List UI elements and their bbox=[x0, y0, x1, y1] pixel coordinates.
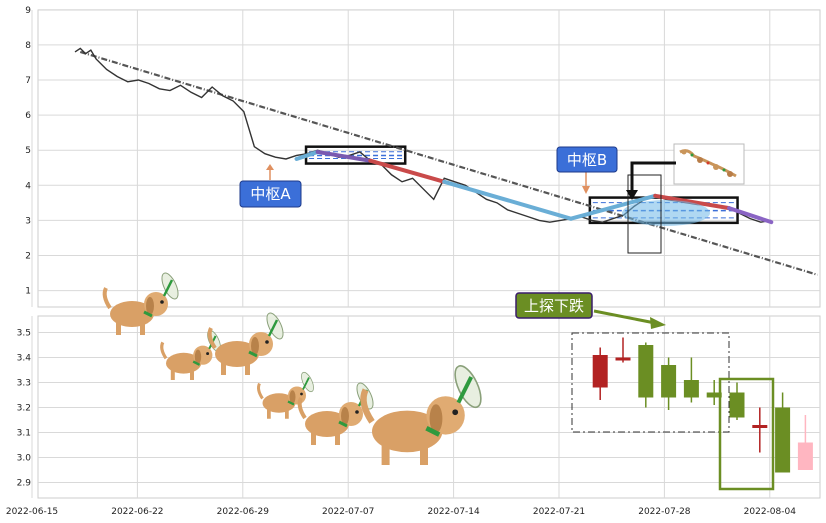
stroke-segment bbox=[294, 149, 320, 161]
xtick-label: 2022-07-21 bbox=[533, 507, 585, 517]
dog-picture bbox=[360, 365, 482, 465]
stroke-segment bbox=[653, 193, 732, 211]
highlight-ellipse bbox=[622, 200, 710, 226]
candle-body bbox=[615, 357, 631, 361]
thumbnail-arrowhead bbox=[626, 190, 638, 200]
pattern-label: 上探下跌 bbox=[524, 297, 584, 315]
thumbnail-picture bbox=[679, 149, 737, 178]
candle-body bbox=[661, 365, 677, 398]
label-b-box bbox=[556, 146, 618, 173]
candle-body bbox=[775, 407, 791, 473]
stroke-segment bbox=[368, 158, 447, 184]
bottom-ytick-label: 3.1 bbox=[17, 429, 31, 439]
bottom-y-axis: 2.9 3.0 3.1 3.2 3.3 3.4 3.5 bbox=[17, 329, 32, 489]
x-axis: 2022-06-15 2022-06-22 2022-06-29 2022-07-07… bbox=[6, 507, 796, 517]
top-ytick-label: 3 bbox=[25, 216, 31, 226]
candle-body bbox=[683, 380, 699, 398]
stroke-segment bbox=[315, 149, 373, 163]
bottom-ytick-label: 2.9 bbox=[17, 479, 32, 489]
bottom-ytick-label: 3.2 bbox=[17, 404, 31, 414]
thumbnail-arrow bbox=[630, 161, 676, 192]
bottom-ytick-label: 3.3 bbox=[17, 379, 31, 389]
candle-body bbox=[752, 425, 768, 428]
top-ytick-label: 1 bbox=[25, 287, 31, 297]
top-y-axis: 1 2 3 4 5 6 7 8 9 bbox=[25, 6, 31, 297]
dog-picture bbox=[207, 312, 284, 375]
dog-pictures bbox=[102, 272, 482, 465]
candle-body bbox=[729, 392, 745, 418]
dog-picture bbox=[102, 272, 179, 335]
stroke-segment bbox=[568, 193, 658, 221]
top-ytick-label: 9 bbox=[25, 6, 31, 16]
top-ytick-label: 8 bbox=[25, 41, 31, 51]
pattern-arrowhead bbox=[650, 317, 666, 329]
xtick-label: 2022-07-07 bbox=[322, 507, 374, 517]
stroke-segment bbox=[727, 206, 774, 225]
pattern-dashdot-box bbox=[571, 332, 730, 433]
candle-body bbox=[592, 355, 608, 388]
stroke-segment bbox=[442, 179, 573, 221]
label-zhongshu-a: 中枢A bbox=[250, 185, 291, 203]
label-zhongshu-b: 中枢B bbox=[567, 151, 607, 169]
top-ytick-label: 7 bbox=[25, 76, 31, 86]
candle-body bbox=[638, 345, 654, 398]
focus-rect bbox=[627, 174, 662, 254]
label-a-box bbox=[239, 180, 302, 208]
candlesticks bbox=[592, 337, 813, 473]
candle-body bbox=[797, 442, 813, 470]
pattern-highlight-box bbox=[718, 377, 775, 491]
top-ytick-label: 5 bbox=[25, 146, 31, 156]
label-a-pointer-head bbox=[266, 164, 274, 170]
xtick-label: 2022-06-29 bbox=[217, 507, 270, 517]
xtick-label: 2022-06-15 bbox=[6, 507, 58, 517]
xtick-label: 2022-07-14 bbox=[427, 507, 480, 517]
candle-body bbox=[706, 392, 722, 398]
bottom-ytick-label: 3.0 bbox=[17, 454, 32, 464]
bottom-ytick-label: 3.5 bbox=[17, 329, 31, 339]
xtick-label: 2022-06-22 bbox=[111, 507, 163, 517]
xtick-label: 2022-08-04 bbox=[744, 507, 797, 517]
bottom-ytick-label: 3.4 bbox=[17, 354, 32, 364]
trend-line bbox=[79, 50, 818, 276]
xtick-label: 2022-07-28 bbox=[638, 507, 691, 517]
pattern-label-box bbox=[515, 292, 593, 319]
stroke-segments bbox=[294, 149, 774, 225]
pattern-arrow bbox=[593, 309, 656, 325]
top-ytick-label: 4 bbox=[25, 181, 31, 191]
label-b-pointer-head bbox=[582, 186, 590, 194]
top-ytick-label: 2 bbox=[25, 252, 31, 262]
top-ytick-label: 6 bbox=[25, 111, 31, 121]
